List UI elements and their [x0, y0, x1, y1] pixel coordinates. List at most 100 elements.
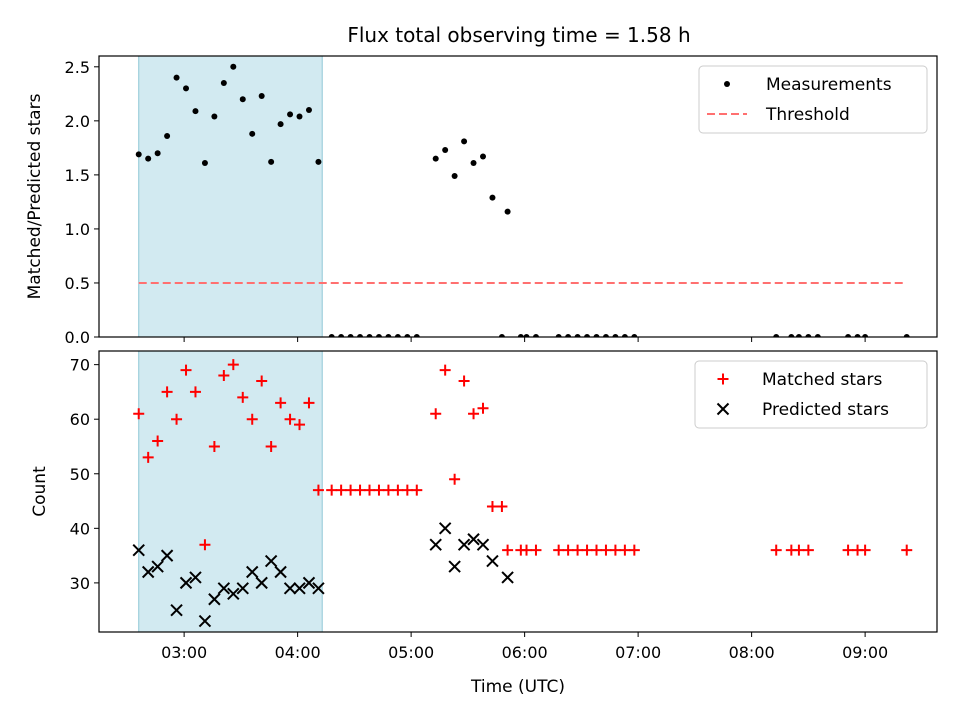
measurement-point [258, 92, 265, 99]
ratio-panel: 0.0 0.5 1.0 1.5 2.0 2.5 Matched/Predicted star… [25, 55, 938, 347]
measurement-point [442, 147, 449, 154]
matched-star-point [530, 544, 542, 556]
matched-star-point [364, 484, 376, 496]
y-tick-label: 2.0 [65, 112, 90, 131]
measurement-point [357, 334, 364, 337]
y-tick-label: 50 [70, 465, 90, 484]
measurement-point [230, 63, 237, 70]
x-tick-label: 03:00 [161, 643, 207, 662]
measurement-point [296, 113, 303, 120]
measurement-point [523, 334, 530, 337]
matched-star-point [171, 413, 183, 425]
measurement-point [211, 113, 218, 120]
predicted-star-point [438, 522, 452, 535]
predicted-star-point [141, 565, 155, 579]
matched-star-point [553, 544, 565, 556]
measurement-point [268, 158, 275, 165]
measurement-point [612, 334, 619, 337]
y-tick-label: 1.5 [65, 166, 90, 185]
measurement-point [375, 334, 382, 337]
measurement-point [854, 334, 861, 337]
measurement-point [394, 334, 401, 337]
measurement-point [413, 334, 420, 337]
matched-star-point [199, 539, 211, 551]
legend-marker [717, 373, 729, 385]
matched-star-point [392, 484, 404, 496]
measurement-point [461, 138, 468, 145]
predicted-star-point [448, 560, 461, 573]
measurement-point [565, 334, 572, 337]
measurement-point [805, 334, 812, 337]
measurement-point [277, 121, 284, 128]
measurement-point [862, 334, 869, 337]
matched-star-point [562, 544, 574, 556]
x-tick-label: 05:00 [388, 643, 434, 662]
measurement-point [489, 194, 496, 201]
measurement-point [470, 159, 477, 166]
predicted-star-point [486, 554, 499, 568]
x-tick-label: 04:00 [275, 643, 321, 662]
matched-star-point [439, 364, 451, 376]
y-axis-label: Count [30, 466, 50, 517]
legend-frame [698, 65, 928, 134]
measurement-point [347, 334, 354, 337]
measurement-point [593, 334, 600, 337]
y-tick-label: 2.5 [65, 58, 90, 77]
predicted-star-point [283, 582, 297, 595]
matched-star-point [496, 501, 508, 513]
measurement-point [201, 159, 208, 166]
legend-label: Matched stars [762, 370, 882, 390]
matched-star-point [326, 484, 338, 496]
y-axis-label: Matched/Predicted stars [25, 93, 45, 299]
measurement-point [220, 80, 227, 87]
matched-star-point [265, 440, 277, 452]
measurement-point [338, 334, 345, 337]
predicted-star-point [132, 543, 145, 557]
measurement-point [795, 334, 802, 337]
measurement-point [183, 85, 190, 92]
matched-star-point [312, 484, 324, 496]
predicted-star-point [274, 565, 287, 579]
measurement-point [154, 150, 161, 157]
predicted-star-point [170, 603, 183, 617]
axes-frame [98, 350, 938, 633]
matched-star-point [901, 544, 913, 556]
predicted-star-point [208, 593, 221, 606]
matched-star-point [859, 544, 871, 556]
matched-star-point [411, 484, 423, 496]
measurement-point [328, 334, 335, 337]
measurement-point [555, 334, 562, 337]
predicted-star-point [467, 533, 480, 546]
predicted-star-point [151, 560, 164, 573]
measurement-point [239, 96, 246, 103]
matched-star-point [477, 402, 489, 414]
matched-star-point [142, 451, 154, 463]
matched-star-point [401, 484, 413, 496]
matched-star-point [161, 386, 173, 398]
legend-marker [716, 402, 730, 416]
x-tick-label: 07:00 [615, 643, 661, 662]
y-tick-label: 70 [70, 356, 90, 375]
measurement-point [287, 111, 294, 118]
legend-frame [694, 360, 928, 429]
matched-star-point [152, 435, 164, 447]
matched-star-point [430, 408, 442, 420]
matched-star-point [189, 386, 201, 398]
measurement-point [903, 334, 910, 337]
measurement-point [385, 334, 392, 337]
measurement-point [845, 334, 852, 337]
matched-star-point [294, 419, 306, 431]
measurement-point [504, 208, 511, 215]
measurement-point [773, 334, 780, 337]
measurement-point [432, 155, 439, 162]
measurement-point [631, 334, 638, 337]
measurement-point [366, 334, 373, 337]
legend-label: Measurements [766, 75, 892, 95]
matched-star-point [218, 370, 230, 382]
figure-title: Flux total observing time = 1.58 h [347, 23, 690, 47]
matched-star-point [581, 544, 593, 556]
measurement-point [480, 153, 487, 160]
measurement-point [814, 334, 821, 337]
plot-area [132, 359, 913, 628]
